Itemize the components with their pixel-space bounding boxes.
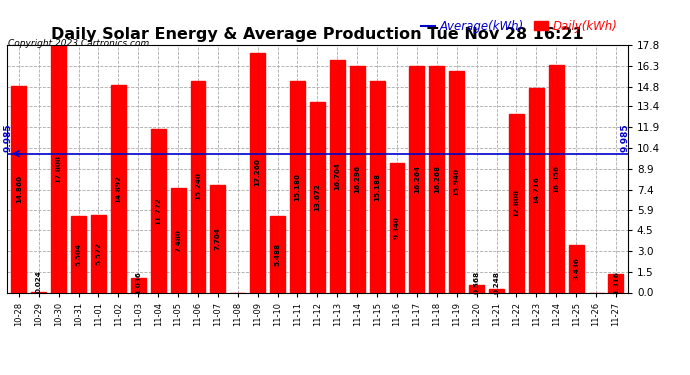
Bar <box>469 285 484 292</box>
Text: 0.248: 0.248 <box>493 271 500 294</box>
Text: 16.296: 16.296 <box>354 165 360 193</box>
Bar <box>150 129 166 292</box>
Text: 0.568: 0.568 <box>473 270 480 294</box>
Text: 9.340: 9.340 <box>394 216 400 239</box>
Text: 13.672: 13.672 <box>315 183 320 211</box>
Bar <box>131 278 146 292</box>
Text: 9.985: 9.985 <box>620 124 629 152</box>
Bar <box>250 53 265 292</box>
Text: 5.572: 5.572 <box>95 242 101 265</box>
Text: 14.860: 14.860 <box>16 175 22 203</box>
Bar <box>71 216 86 292</box>
Text: Copyright 2023 Cartronics.com: Copyright 2023 Cartronics.com <box>8 39 150 48</box>
Bar <box>449 71 464 292</box>
Text: 9.985: 9.985 <box>3 124 12 152</box>
Text: 16.704: 16.704 <box>334 162 340 190</box>
Bar <box>370 81 384 292</box>
Legend: Average(kWh), Daily(kWh): Average(kWh), Daily(kWh) <box>416 15 622 38</box>
Text: 14.892: 14.892 <box>115 175 121 203</box>
Text: 5.504: 5.504 <box>75 243 81 266</box>
Text: 16.264: 16.264 <box>414 165 420 194</box>
Text: 16.268: 16.268 <box>434 165 440 194</box>
Text: 1.036: 1.036 <box>135 271 141 294</box>
Title: Daily Solar Energy & Average Production Tue Nov 28 16:21: Daily Solar Energy & Average Production … <box>51 27 584 42</box>
Bar <box>390 163 404 292</box>
Bar <box>330 60 345 292</box>
Text: 5.488: 5.488 <box>275 243 281 266</box>
Bar <box>350 66 365 292</box>
Text: 12.808: 12.808 <box>513 189 520 217</box>
Bar <box>290 81 305 292</box>
Text: 1.316: 1.316 <box>613 271 619 294</box>
Bar <box>210 185 226 292</box>
Text: 11.772: 11.772 <box>155 197 161 225</box>
Bar <box>170 189 186 292</box>
Bar <box>609 274 624 292</box>
Text: 7.704: 7.704 <box>215 228 221 251</box>
Text: 15.940: 15.940 <box>454 168 460 196</box>
Bar <box>489 289 504 292</box>
Bar <box>569 245 584 292</box>
Text: 7.480: 7.480 <box>175 229 181 252</box>
Text: 14.716: 14.716 <box>533 176 540 204</box>
Bar <box>270 216 285 292</box>
Bar <box>11 86 26 292</box>
Text: 17.808: 17.808 <box>56 155 61 183</box>
Bar <box>409 66 424 292</box>
Bar <box>509 114 524 292</box>
Bar <box>190 81 206 292</box>
Text: 17.260: 17.260 <box>255 159 261 186</box>
Bar <box>111 86 126 292</box>
Text: 15.240: 15.240 <box>195 172 201 201</box>
Text: 0.024: 0.024 <box>36 271 42 294</box>
Text: 15.180: 15.180 <box>295 173 301 201</box>
Bar <box>51 45 66 292</box>
Bar <box>549 65 564 292</box>
Bar <box>91 215 106 292</box>
Text: 16.356: 16.356 <box>553 165 560 193</box>
Bar <box>429 66 444 292</box>
Text: 3.436: 3.436 <box>573 257 579 280</box>
Bar <box>310 102 325 292</box>
Bar <box>529 88 544 292</box>
Text: 15.188: 15.188 <box>374 173 380 201</box>
